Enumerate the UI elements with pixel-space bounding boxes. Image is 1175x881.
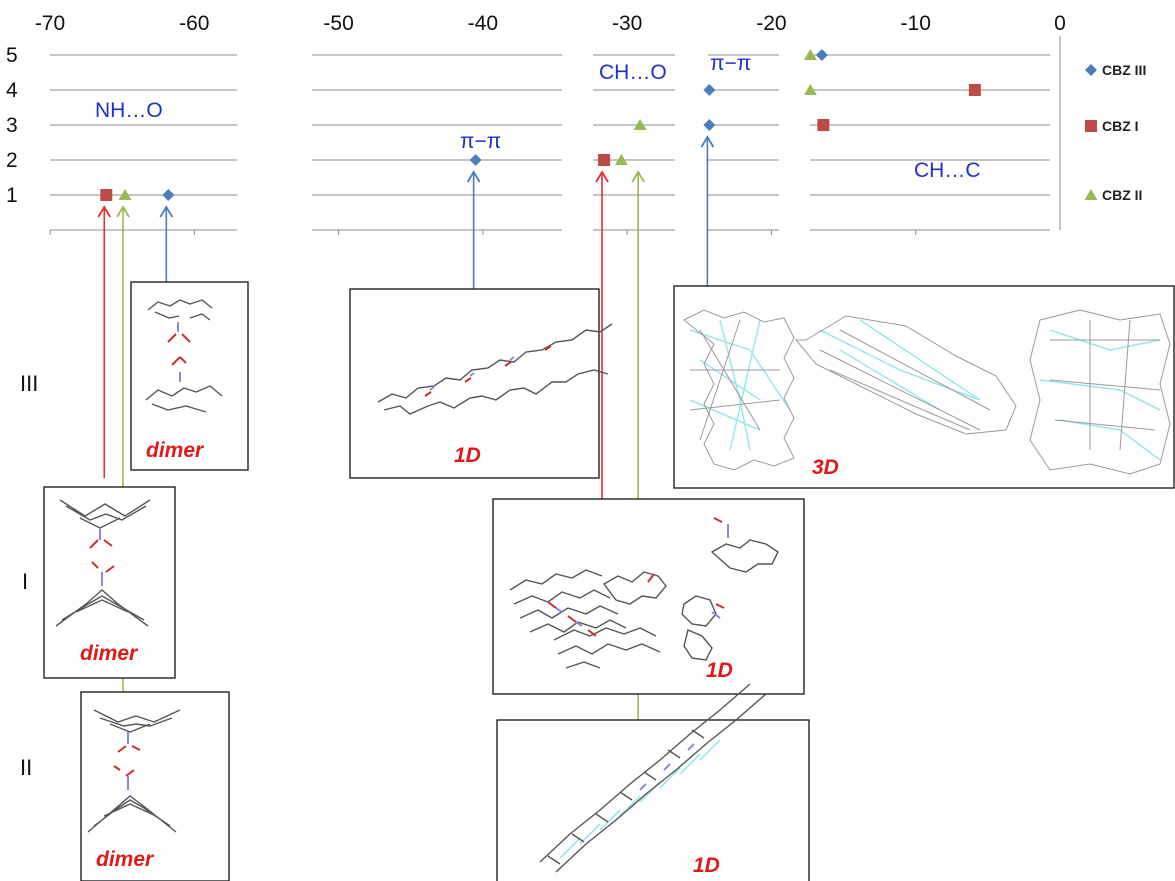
structure-box-iii-3d: 3D [673,285,1175,489]
row-label-ii: II [20,755,32,780]
box-label: 3D [812,456,839,479]
data-point [803,49,817,60]
chart-points [100,49,981,201]
data-point [817,119,830,131]
y-tick-label: 1 [6,184,18,207]
data-point [815,49,828,61]
data-point [162,189,175,201]
row-label-i: I [22,569,28,594]
annotation-ch-c: CH…C [914,159,981,182]
connector-arrowhead [631,170,645,183]
x-tick-label: -10 [901,12,931,35]
molecule-drawing [377,323,613,415]
box-label: 1D [454,444,481,467]
x-tick-label: -60 [179,12,209,35]
data-point [633,119,647,130]
chart-tick-labels: -70 -60 -50 -40 -30 -20 -10 0 1 2 3 4 5 [6,12,1066,207]
structure-box-ii-dimer: dimer [80,691,230,881]
data-point [100,189,113,201]
x-tick-label: -40 [468,12,498,35]
connector-arrowhead [116,205,130,218]
chart-legend: CBZ III CBZ I CBZ II [1084,62,1146,203]
connector-arrowhead [700,135,715,148]
chart-grid [50,54,1050,196]
box-label: 1D [706,659,733,682]
x-tick-label: -30 [612,12,642,35]
x-tick-label: -20 [756,12,786,35]
molecule-drawing [145,299,223,413]
data-point [703,119,716,131]
data-point [598,154,611,166]
data-point [118,189,132,200]
chart-axis [49,36,1061,235]
box-label: dimer [80,642,139,665]
molecule-drawing [55,499,151,627]
data-point [614,154,628,165]
x-tick-label: 0 [1054,12,1066,35]
legend-marker [1085,120,1097,132]
y-tick-label: 5 [6,44,18,67]
molecule-drawing [539,683,767,873]
annotation-nh-o: NH…O [95,99,163,122]
x-tick-label: -50 [323,12,353,35]
row-label-iii: III [20,371,38,396]
structure-box-iii-1d: 1D [349,288,613,479]
connector-arrowhead [595,170,609,183]
structure-box-i-1d: 1D [492,498,805,695]
x-tick-label: -70 [35,12,65,35]
molecule-drawing [509,517,779,669]
molecule-drawing [87,709,181,833]
legend-entry: CBZ I [1102,118,1139,134]
y-tick-label: 4 [6,79,18,102]
connector-arrowhead [97,205,112,218]
box-label: dimer [96,848,155,871]
annotation-pi-pi-2: π−π [710,52,751,75]
legend-entry: CBZ II [1102,187,1142,203]
data-point [803,84,817,95]
y-tick-label: 2 [6,149,18,172]
box-label: 1D [693,854,720,877]
annotation-pi-pi-1: π−π [460,130,501,153]
box-label: dimer [146,439,205,462]
legend-entry: CBZ III [1102,62,1146,78]
structure-box-ii-1d: 1D [496,683,810,881]
connector-arrowhead [466,170,481,183]
annotation-ch-o: CH…O [599,61,667,84]
legend-marker [1085,64,1097,76]
data-point [469,154,482,166]
connector-arrowhead [159,205,174,218]
legend-marker [1084,189,1098,200]
y-tick-label: 3 [6,114,18,137]
data-point [968,84,981,96]
structure-box-i-dimer: dimer [43,486,176,679]
data-point [703,84,716,96]
structure-box-iii-dimer: dimer [130,281,249,471]
crystal-network [683,309,1171,475]
